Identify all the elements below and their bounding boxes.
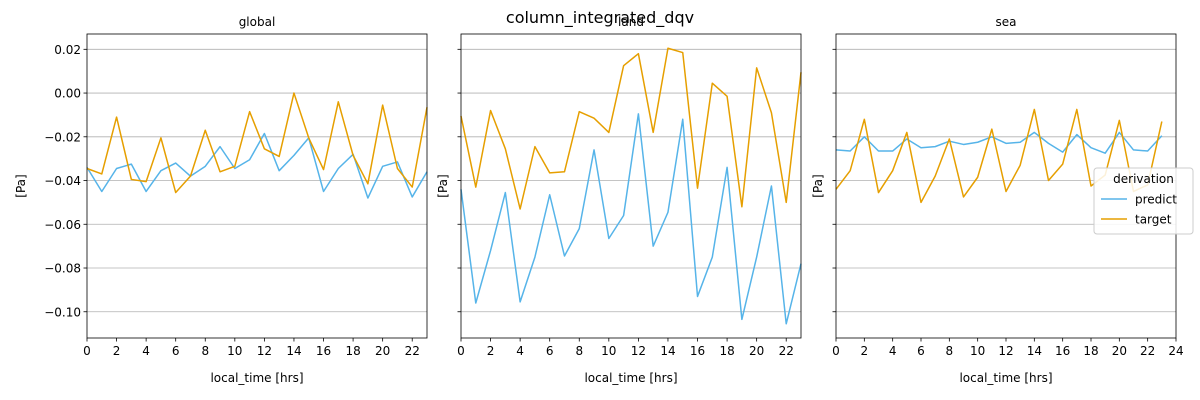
legend-title: derivation — [1113, 172, 1174, 186]
x-tick-label: 2 — [487, 344, 495, 358]
y-tick-label: 0.00 — [54, 87, 81, 101]
subplots: 0.020.00−0.02−0.04−0.06−0.08−0.100 2 4 6 8 10… — [14, 15, 1184, 385]
figure-suptitle: column_integrated_dqv — [506, 8, 694, 28]
x-tick-label: 6 — [917, 344, 925, 358]
x-axis-label: local_time [hrs] — [959, 371, 1052, 385]
x-tick-label: 10 — [227, 344, 242, 358]
x-tick-label: 12 — [998, 344, 1013, 358]
y-tick-label: 0.02 — [54, 43, 81, 57]
x-tick-label: 2 — [861, 344, 869, 358]
x-tick-label: 2 — [113, 344, 121, 358]
x-axis-label: local_time [hrs] — [210, 371, 303, 385]
x-tick-label: 20 — [749, 344, 764, 358]
x-tick-label: 0 — [832, 344, 840, 358]
legend-label-predict: predict — [1135, 193, 1177, 207]
x-tick-label: 0 — [83, 344, 91, 358]
subplot-title: land — [618, 15, 644, 29]
x-tick-label: 10 — [970, 344, 985, 358]
x-tick-label: 20 — [375, 344, 390, 358]
x-tick-label: 8 — [946, 344, 954, 358]
x-tick-label: 6 — [172, 344, 180, 358]
x-tick-label: 22 — [405, 344, 420, 358]
series-line-predict — [86, 132, 428, 199]
legend: derivation predict target — [1093, 167, 1194, 235]
x-tick-label: 16 — [690, 344, 705, 358]
series-line-predict — [835, 131, 1163, 154]
x-tick-label: 14 — [1027, 344, 1042, 358]
x-tick-label: 24 — [1168, 344, 1183, 358]
axes-frame — [86, 33, 428, 339]
x-tick-label: 22 — [779, 344, 794, 358]
x-tick-label: 18 — [345, 344, 360, 358]
subplot-global: 0.02 0.00 −0.02 −0.04 −0.06 −0.08 −0.10 0 2 4 6 8 10… — [14, 15, 428, 385]
x-tick-label: 4 — [516, 344, 524, 358]
y-tick-label: −0.04 — [44, 174, 81, 188]
x-tick-label: 4 — [889, 344, 897, 358]
series-line-target — [86, 92, 428, 194]
x-tick-label: 12 — [257, 344, 272, 358]
y-axis-label: [Pa] — [811, 174, 825, 197]
axes-frame — [460, 33, 802, 339]
x-tick-label: 22 — [1140, 344, 1155, 358]
y-tick-label: −0.06 — [44, 218, 81, 232]
y-tick-label: −0.08 — [44, 262, 81, 276]
y-axis-label: [Pa] — [436, 174, 450, 197]
series-line-predict — [460, 113, 802, 325]
x-axis-label: local_time [hrs] — [584, 371, 677, 385]
y-axis-label: [Pa] — [14, 174, 28, 197]
series-line-target — [460, 47, 802, 210]
x-tick-label: 20 — [1112, 344, 1127, 358]
x-tick-label: 16 — [316, 344, 331, 358]
y-tick-label: −0.10 — [44, 305, 81, 319]
subplot-land: 0 2 4 6 8 10 12 14 16 18 20 22 land local_time [hrs] [… — [436, 15, 802, 385]
x-tick-label: 8 — [201, 344, 209, 358]
x-tick-label: 8 — [575, 344, 583, 358]
x-tick-label: 10 — [601, 344, 616, 358]
y-tick-label: −0.02 — [44, 130, 81, 144]
x-tick-label: 18 — [719, 344, 734, 358]
x-tick-label: 14 — [660, 344, 675, 358]
x-tick-label: 18 — [1083, 344, 1098, 358]
subplot-title: sea — [996, 15, 1017, 29]
legend-label-target: target — [1135, 213, 1172, 227]
x-tick-label: 16 — [1055, 344, 1070, 358]
x-tick-label: 12 — [631, 344, 646, 358]
legend-box — [1093, 167, 1194, 235]
subplot-title: global — [239, 15, 276, 29]
x-tick-label: 14 — [286, 344, 301, 358]
series-line-target — [835, 108, 1163, 204]
x-tick-label: 6 — [546, 344, 554, 358]
x-tick-label: 0 — [457, 344, 465, 358]
x-tick-label: 4 — [142, 344, 150, 358]
